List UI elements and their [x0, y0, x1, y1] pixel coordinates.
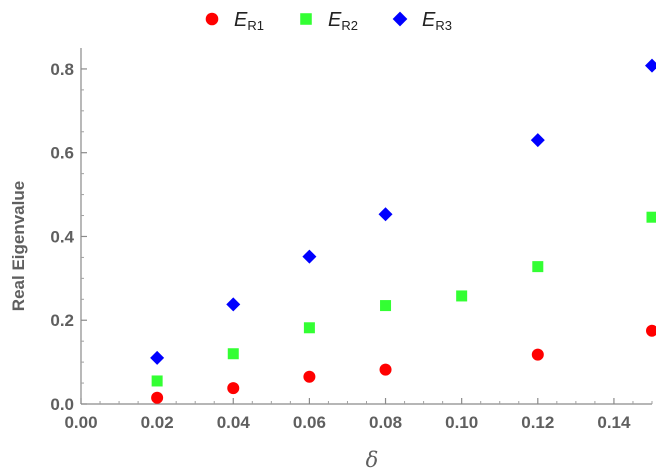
- data-point-r2: [646, 211, 656, 223]
- data-point-r1: [646, 324, 656, 337]
- legend-label: ER3: [422, 9, 452, 33]
- data-point-r1: [303, 370, 316, 383]
- data-point-r3: [378, 207, 393, 222]
- legend-label: ER2: [328, 9, 358, 33]
- data-point-r2: [456, 290, 468, 302]
- data-point-r2: [532, 261, 544, 273]
- y-axis-title: Real Eigenvalue: [9, 181, 28, 311]
- x-tick-label: 0.02: [141, 413, 174, 432]
- data-point-r3: [302, 249, 317, 264]
- data-point-r2: [303, 322, 315, 334]
- x-axis-title: δ: [366, 448, 379, 472]
- y-tick-label: 0.0: [50, 395, 74, 414]
- y-tick-label: 0.6: [50, 144, 74, 163]
- x-tick-label: 0.04: [217, 413, 251, 432]
- series-r2: [151, 211, 656, 387]
- x-tick-label: 0.08: [369, 413, 402, 432]
- legend-item-r1: ER1: [205, 9, 264, 33]
- data-point-r3: [530, 133, 545, 148]
- legend-marker: [300, 13, 312, 25]
- data-point-r3: [645, 58, 656, 73]
- legend-subscript: R1: [247, 18, 264, 33]
- data-point-r2: [227, 348, 239, 360]
- x-tick-label: 0.00: [64, 413, 97, 432]
- legend-subscript: R2: [341, 18, 358, 33]
- legend-marker: [392, 11, 408, 27]
- series-r3: [150, 58, 656, 365]
- series-r1: [151, 324, 656, 404]
- legend: ER1 ER2 ER3: [205, 9, 452, 33]
- data-point-r1: [151, 391, 164, 404]
- y-tick-label: 0.2: [50, 311, 74, 330]
- y-tick-label: 0.8: [50, 60, 74, 79]
- legend-marker: [205, 12, 219, 26]
- legend-item-r3: ER3: [392, 9, 452, 33]
- data-points: [150, 58, 656, 404]
- x-tick-label: 0.10: [445, 413, 478, 432]
- data-point-r3: [226, 297, 241, 312]
- data-point-r2: [151, 375, 163, 387]
- legend-subscript: R3: [435, 18, 452, 33]
- x-ticks: 0.00 0.02 0.04 0.06 0.08 0.10 0.12 0.14: [64, 398, 653, 432]
- data-point-r1: [379, 363, 392, 376]
- legend-item-r2: ER2: [300, 9, 358, 33]
- data-point-r3: [150, 350, 165, 365]
- axes: [80, 48, 652, 405]
- data-point-r2: [380, 300, 392, 312]
- y-ticks: 0.0 0.2 0.4 0.6 0.8: [50, 60, 87, 414]
- data-point-r1: [227, 382, 240, 395]
- x-tick-label: 0.06: [293, 413, 326, 432]
- data-point-r1: [531, 348, 544, 361]
- y-tick-label: 0.4: [50, 227, 74, 246]
- legend-label: ER1: [234, 9, 264, 33]
- x-tick-label: 0.14: [597, 413, 631, 432]
- x-tick-label: 0.12: [521, 413, 554, 432]
